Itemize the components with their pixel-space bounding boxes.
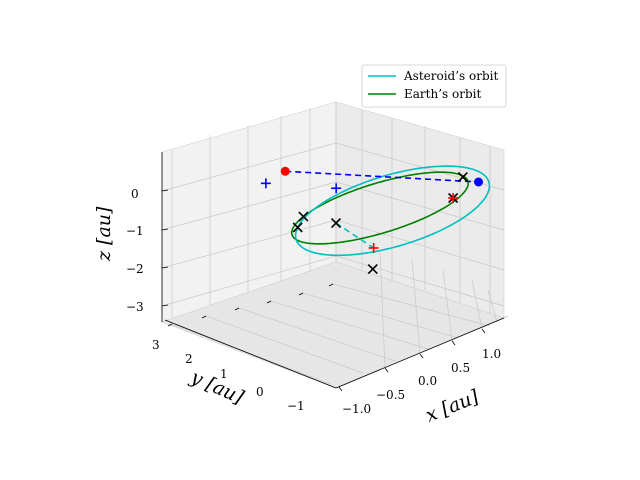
grid-line	[442, 269, 453, 342]
x-tick-mark	[481, 328, 486, 334]
tick-marks	[161, 189, 486, 392]
x-tick-label: 1.0	[482, 347, 501, 361]
earth-orbit-line	[291, 171, 469, 245]
legend: Asteroid’s orbit Earth’s orbit	[361, 64, 507, 108]
earth-asteroid-connector-dashed	[285, 170, 479, 183]
y-tick-mark	[328, 283, 334, 287]
grid-line	[379, 250, 386, 369]
y-axis-line	[164, 319, 337, 389]
x-tick-mark	[419, 353, 424, 359]
y-tick-labels: −1 0 1 2 3	[152, 338, 305, 413]
data-layer	[260, 165, 491, 275]
marker-group	[260, 166, 483, 275]
grid-line	[161, 142, 337, 192]
y-tick-mark	[298, 292, 304, 296]
z-tick-label: 0	[131, 187, 139, 201]
z-tick-mark	[161, 228, 169, 231]
x-tick-label: 0.5	[451, 361, 470, 375]
x-axis-label: x [au]	[423, 386, 483, 427]
y-tick-label: 0	[256, 385, 264, 399]
grid-line	[161, 255, 337, 307]
z-tick-labels: −3 −2 −1 0	[126, 187, 144, 314]
blue-dot-marker	[474, 177, 483, 187]
legend-label-earth: Earth’s orbit	[404, 87, 481, 101]
y-tick-mark	[266, 300, 272, 304]
x-tick-mark	[451, 340, 456, 346]
z-tick-label: −1	[126, 224, 144, 238]
z-tick-mark	[161, 304, 169, 307]
black-x-marker	[367, 264, 378, 275]
grid-line	[332, 283, 491, 327]
x-axis-line	[335, 317, 505, 389]
z-tick-mark	[161, 189, 169, 192]
red-plus-marker	[448, 193, 459, 203]
grid-line	[161, 219, 337, 269]
y-tick-mark	[167, 323, 173, 327]
blue-plus-marker	[260, 178, 271, 189]
asteroid-drop-line-dashed	[335, 222, 375, 249]
x-tick-labels: −1.0 −0.5 0.0 0.5 1.0	[342, 347, 501, 416]
red-dot-marker	[280, 166, 290, 176]
asteroid-orbit-line	[294, 165, 491, 257]
grid-line	[270, 300, 429, 350]
z-axis-label: z [au]	[93, 206, 115, 262]
y-tick-mark	[201, 315, 207, 319]
grid-line	[238, 307, 396, 362]
grid-line	[335, 255, 505, 307]
grid-line	[335, 219, 505, 271]
legend-box	[361, 64, 507, 108]
blue-plus-marker	[331, 183, 342, 194]
y-axis-label: y [au]	[187, 366, 248, 409]
x-tick-label: 0.0	[418, 374, 437, 388]
grid-line	[471, 279, 483, 330]
x-tick-label: −0.5	[376, 388, 405, 402]
x-tick-mark	[338, 386, 343, 392]
z-tick-label: −3	[126, 300, 144, 314]
grid-line	[161, 181, 337, 231]
red-plus-marker	[368, 242, 379, 253]
grid-line	[487, 289, 498, 323]
y-tick-mark	[234, 307, 240, 311]
y-tick-label: 3	[152, 338, 160, 352]
x-tick-mark	[384, 367, 389, 373]
grid-line	[335, 181, 505, 231]
z-tick-label: −2	[126, 262, 144, 276]
z-tick-mark	[161, 266, 169, 269]
black-x-marker	[292, 222, 303, 233]
grid-line	[205, 315, 364, 374]
y-tick-label: 1	[220, 367, 228, 381]
legend-label-asteroid: Asteroid’s orbit	[403, 69, 498, 83]
grid-lines	[161, 102, 509, 388]
x-tick-label: −1.0	[342, 402, 371, 416]
black-x-marker	[298, 211, 309, 222]
y-tick-label: −1	[287, 399, 305, 413]
grid-line	[302, 292, 459, 339]
y-tick-label: 2	[185, 352, 193, 366]
black-x-marker	[330, 218, 342, 229]
black-x-marker	[457, 171, 468, 183]
